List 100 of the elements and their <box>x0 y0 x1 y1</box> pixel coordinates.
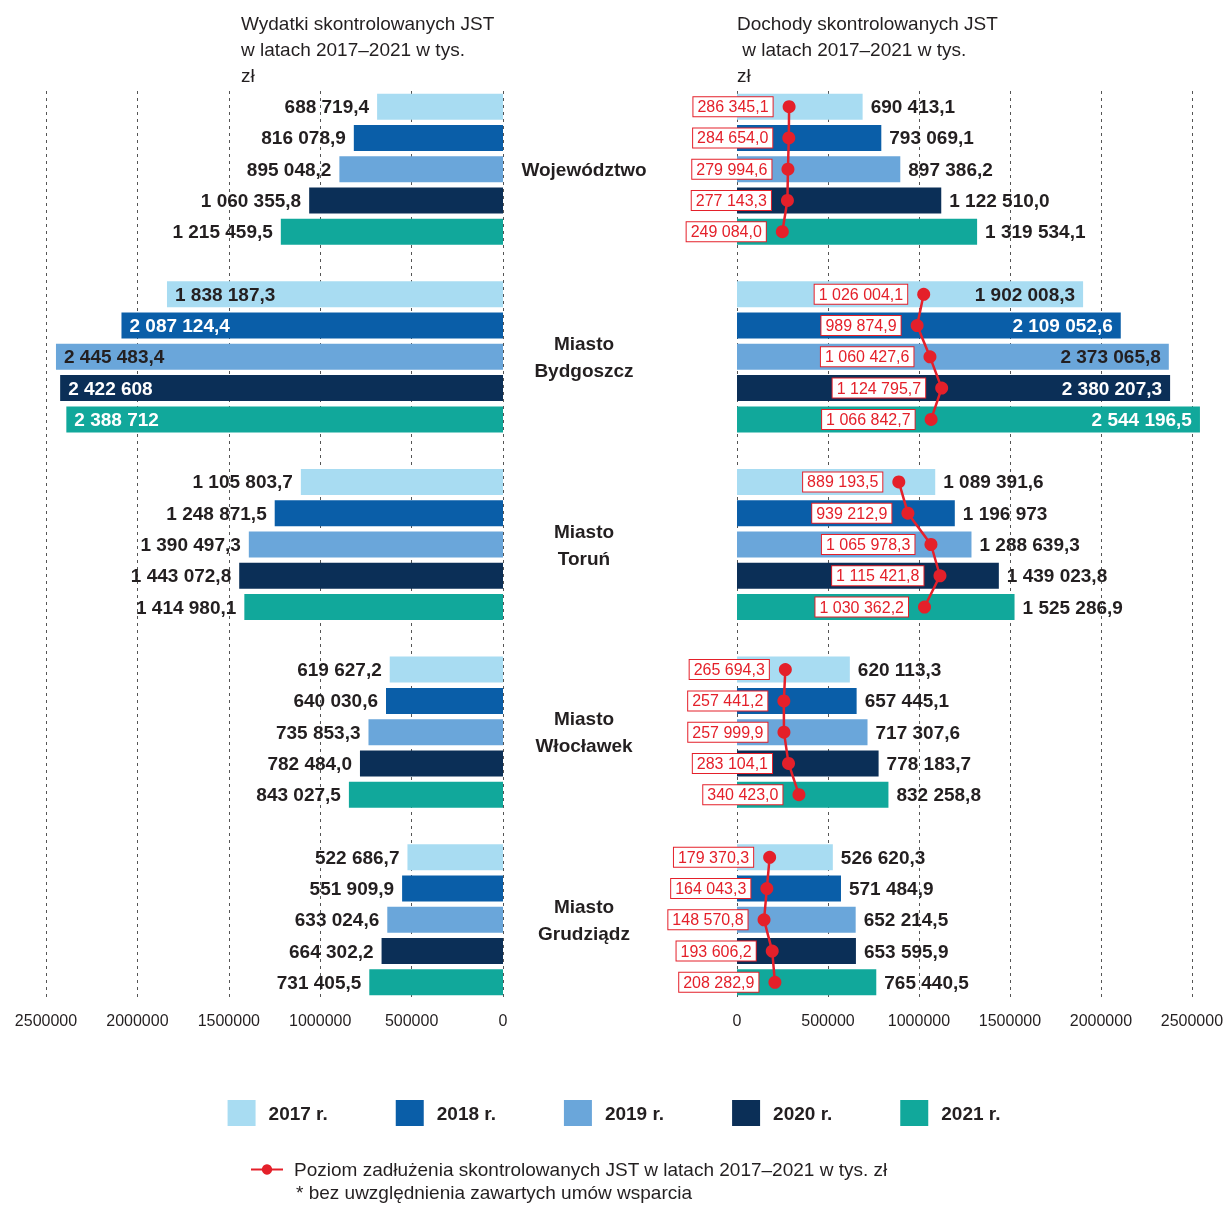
text: Miasto Grudziądz <box>538 895 630 944</box>
bar <box>248 531 503 558</box>
point <box>782 756 796 770</box>
data-label: 2 445 483,4 <box>63 346 165 368</box>
bar <box>381 938 503 965</box>
point <box>777 694 791 708</box>
text: Województwo <box>521 158 647 180</box>
data-label: 1 030 362,2 <box>819 598 905 616</box>
data-label: 765 440,5 <box>884 971 970 993</box>
data-label: 284 654,0 <box>697 129 769 147</box>
data-label: 1 248 871,5 <box>166 502 268 524</box>
bar <box>377 93 503 120</box>
data-label: 1 390 497,3 <box>140 534 241 555</box>
data-label: 571 484,9 <box>848 878 934 900</box>
data-label: 633 024,6 <box>294 909 380 931</box>
data-label: 1 196 973 <box>962 502 1048 524</box>
data-label: 989 874,9 <box>825 317 897 335</box>
data-label: 257 999,9 <box>692 723 764 741</box>
data-label: 1 319 534,1 <box>985 221 1086 243</box>
data-label: 1 060 427,6 <box>824 348 910 366</box>
text: * bez uwzględnienia zawartych umów wsparcia <box>296 1182 693 1203</box>
point <box>935 381 949 395</box>
data-label: 2 109 052,6 <box>1012 315 1113 337</box>
data-label: 193 606,2 <box>680 942 752 960</box>
data-label: 816 078,9 <box>261 127 346 149</box>
data-label: 731 405,5 <box>276 971 362 993</box>
data-label: 1 089 391,6 <box>943 471 1044 493</box>
data-label: 179 370,3 <box>677 848 750 866</box>
data-label: 657 445,1 <box>864 690 950 712</box>
data-label: 148 570,8 <box>672 911 744 929</box>
point <box>763 850 777 864</box>
data-label: 778 183,7 <box>886 752 972 774</box>
data-label: 1 124 795,7 <box>836 379 922 397</box>
bar <box>402 875 503 902</box>
data-label: 2 544 196,5 <box>1091 408 1193 430</box>
legend-label: 2021 r. <box>941 1102 1001 1124</box>
point <box>781 162 795 176</box>
data-label: 782 484,0 <box>267 752 352 774</box>
data-label: 620 113,3 <box>857 659 942 681</box>
data-label: 688 719,4 <box>284 96 370 118</box>
bar <box>280 218 503 245</box>
data-label: 1 115 421,8 <box>836 567 920 585</box>
point <box>918 600 931 614</box>
legend-label: 2017 r. <box>268 1102 328 1124</box>
x-tick-label: 1000000 <box>887 1011 951 1029</box>
data-label: 522 686,7 <box>314 846 400 868</box>
data-label: 1 838 187,3 <box>174 283 276 305</box>
point <box>778 663 792 677</box>
legend-label: 2019 r. <box>604 1102 665 1124</box>
legend-label: Poziom zadłużenia skontrolowanych JST w latach 2017–2021 w tys. zł <box>294 1159 888 1180</box>
bar <box>244 594 503 621</box>
text: Miasto Bydgoszcz <box>534 332 634 381</box>
data-label: 340 423,0 <box>707 786 779 804</box>
x-tick-label: 500000 <box>801 1011 855 1029</box>
x-tick-label: 2000000 <box>106 1011 169 1029</box>
data-label: 832 258,8 <box>896 784 981 806</box>
data-label: 208 282,9 <box>683 973 755 991</box>
point <box>782 100 796 114</box>
legend-label: 2020 r. <box>773 1102 833 1124</box>
data-label: 843 027,5 <box>256 784 342 806</box>
point <box>933 569 947 583</box>
data-label: 1 065 978,3 <box>825 536 911 553</box>
x-tick-label: 2000000 <box>1069 1011 1133 1029</box>
data-label: 664 302,2 <box>289 940 374 962</box>
data-label: 1 902 008,3 <box>974 283 1076 305</box>
text: Miasto Toruń <box>553 520 615 569</box>
point <box>792 788 806 802</box>
bar <box>368 719 503 746</box>
data-label: 690 413,1 <box>870 96 956 118</box>
data-label: 897 386,2 <box>908 158 993 180</box>
data-label: 1 439 023,8 <box>1006 565 1108 587</box>
data-label: 1 443 072,8 <box>130 565 232 587</box>
x-tick-label: 1500000 <box>197 1011 261 1029</box>
x-tick-label: 0 <box>498 1011 508 1029</box>
bar <box>309 187 503 214</box>
legend-label: 2018 r. <box>436 1102 496 1124</box>
bar <box>386 687 503 714</box>
data-label: 277 143,3 <box>695 191 768 209</box>
bar <box>387 906 503 933</box>
data-label: 2 380 207,3 <box>1061 377 1163 399</box>
bar <box>407 844 503 871</box>
data-label: 717 307,6 <box>875 721 961 743</box>
point <box>760 882 774 896</box>
point <box>765 944 779 958</box>
data-label: 1 026 004,1 <box>818 285 904 303</box>
bar <box>166 281 503 308</box>
data-label: 735 853,3 <box>275 721 361 743</box>
text: Miasto Włocławek <box>535 708 633 757</box>
point <box>768 975 782 989</box>
data-label: 249 084,0 <box>690 223 762 241</box>
x-tick-label: 2500000 <box>14 1011 78 1029</box>
bar <box>353 124 503 151</box>
point <box>924 412 938 426</box>
point <box>901 506 915 520</box>
data-label: 895 048,2 <box>246 158 332 180</box>
x-tick-label: 0 <box>732 1011 742 1029</box>
data-label: 2 373 065,8 <box>1060 346 1161 368</box>
bar <box>121 312 503 339</box>
data-label: 283 104,1 <box>696 754 769 772</box>
point <box>924 538 938 551</box>
